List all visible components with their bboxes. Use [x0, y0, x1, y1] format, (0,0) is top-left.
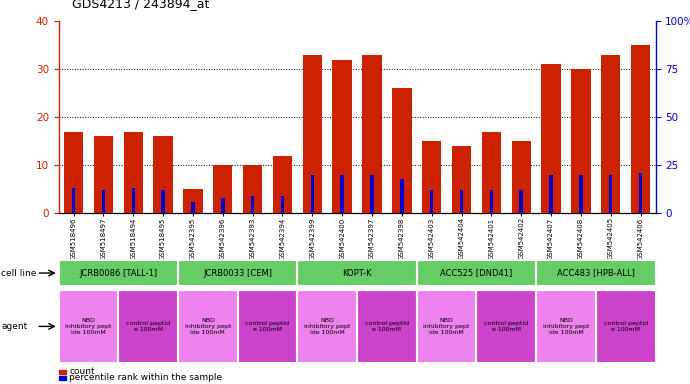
Text: control peptid
e 100mM: control peptid e 100mM: [604, 321, 648, 332]
Bar: [132, 188, 135, 213]
Text: count: count: [69, 367, 95, 376]
Bar: [161, 190, 165, 213]
Text: NBD
inhibitory pept
ide 100mM: NBD inhibitory pept ide 100mM: [304, 318, 351, 335]
Text: percentile rank within the sample: percentile rank within the sample: [69, 373, 222, 382]
Bar: [430, 190, 433, 213]
Text: control peptid
e 100mM: control peptid e 100mM: [484, 321, 529, 332]
Bar: [400, 179, 404, 213]
Text: control peptid
e 100mM: control peptid e 100mM: [126, 321, 170, 332]
Text: cell line: cell line: [1, 268, 37, 278]
Bar: [601, 55, 620, 213]
Bar: [221, 198, 224, 213]
Text: control peptid
e 100mM: control peptid e 100mM: [246, 321, 290, 332]
Bar: [184, 189, 203, 213]
Text: JCRB0033 [CEM]: JCRB0033 [CEM]: [204, 268, 273, 278]
Text: JCRB0086 [TALL-1]: JCRB0086 [TALL-1]: [79, 268, 157, 278]
Bar: [520, 190, 523, 213]
Bar: [392, 88, 411, 213]
Bar: [631, 45, 650, 213]
Bar: [124, 131, 143, 213]
Bar: [511, 141, 531, 213]
Bar: [482, 131, 501, 213]
Bar: [303, 55, 322, 213]
Text: NBD
inhibitory pept
ide 100mM: NBD inhibitory pept ide 100mM: [424, 318, 470, 335]
Bar: [251, 196, 255, 213]
Bar: [340, 175, 344, 213]
Text: KOPT-K: KOPT-K: [342, 268, 372, 278]
Bar: [549, 175, 553, 213]
Bar: [422, 141, 442, 213]
Bar: [213, 165, 233, 213]
Bar: [639, 173, 642, 213]
Bar: [542, 64, 561, 213]
Text: control peptid
e 100mM: control peptid e 100mM: [365, 321, 409, 332]
Bar: [609, 175, 613, 213]
Bar: [333, 60, 352, 213]
Text: agent: agent: [1, 322, 28, 331]
Bar: [371, 175, 374, 213]
Bar: [490, 190, 493, 213]
Bar: [64, 131, 83, 213]
Bar: [281, 196, 284, 213]
Text: GDS4213 / 243894_at: GDS4213 / 243894_at: [72, 0, 210, 10]
Bar: [310, 175, 314, 213]
Bar: [362, 55, 382, 213]
Bar: [571, 69, 591, 213]
Bar: [452, 146, 471, 213]
Bar: [273, 156, 292, 213]
Text: ACC525 [DND41]: ACC525 [DND41]: [440, 268, 513, 278]
Text: ACC483 [HPB-ALL]: ACC483 [HPB-ALL]: [557, 268, 635, 278]
Bar: [243, 165, 262, 213]
Bar: [579, 175, 582, 213]
Bar: [101, 190, 105, 213]
Bar: [72, 188, 75, 213]
Text: NBD
inhibitory pept
ide 100mM: NBD inhibitory pept ide 100mM: [185, 318, 231, 335]
Text: NBD
inhibitory pept
ide 100mM: NBD inhibitory pept ide 100mM: [66, 318, 112, 335]
Bar: [191, 202, 195, 213]
Bar: [94, 136, 113, 213]
Bar: [153, 136, 172, 213]
Text: NBD
inhibitory pept
ide 100mM: NBD inhibitory pept ide 100mM: [543, 318, 589, 335]
Bar: [460, 190, 463, 213]
